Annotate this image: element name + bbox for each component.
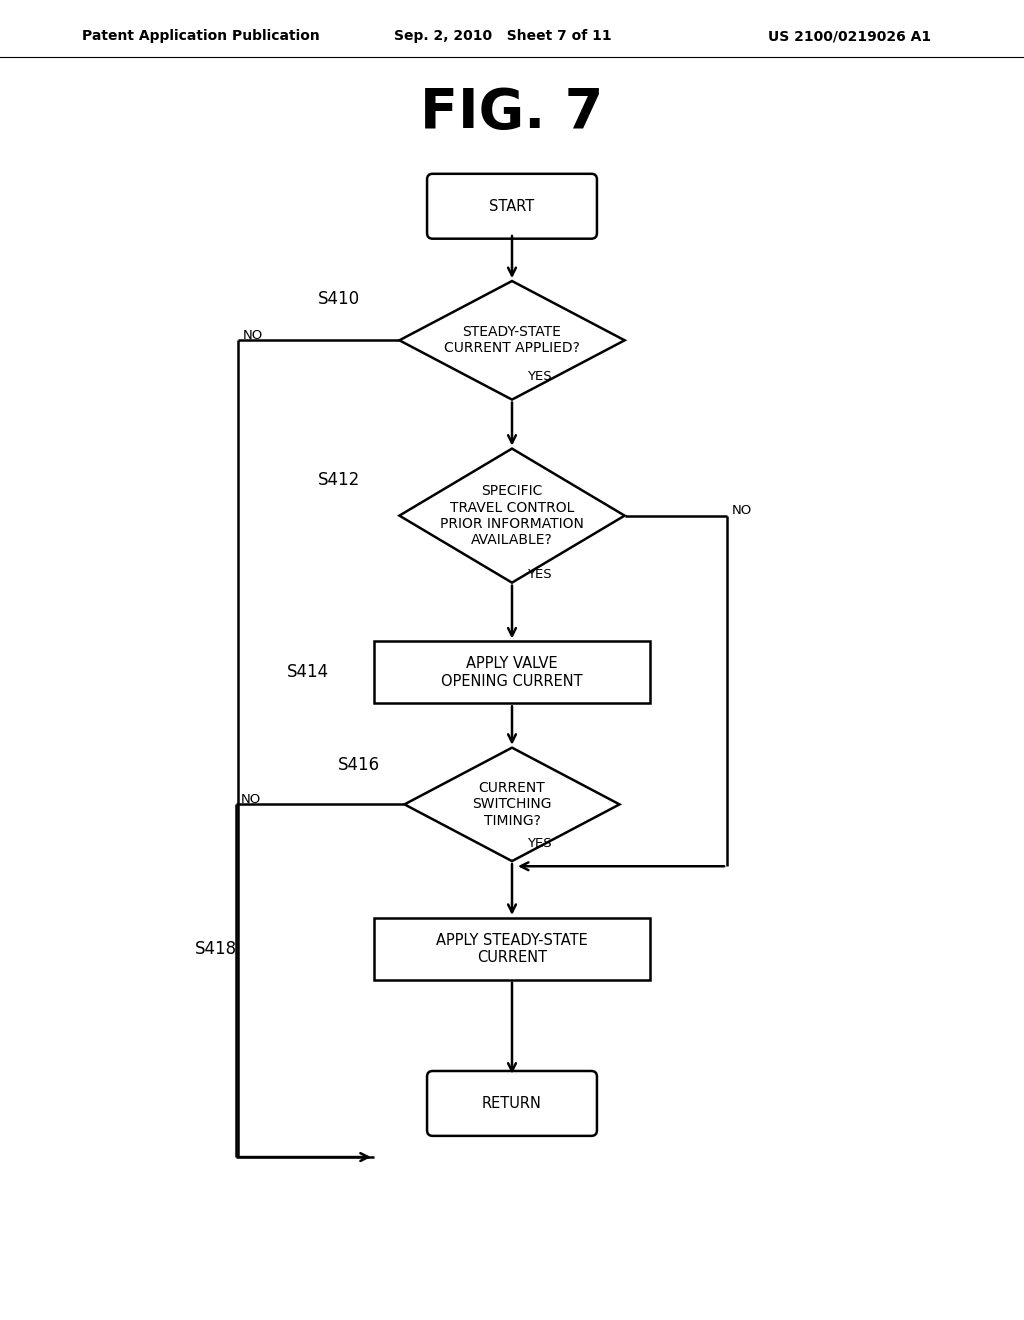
Text: SPECIFIC
TRAVEL CONTROL
PRIOR INFORMATION
AVAILABLE?: SPECIFIC TRAVEL CONTROL PRIOR INFORMATIO… (440, 484, 584, 546)
Bar (374, 917, 650, 979)
Text: APPLY STEADY-STATE
CURRENT: APPLY STEADY-STATE CURRENT (436, 932, 588, 965)
Text: YES: YES (527, 568, 552, 581)
Polygon shape (399, 449, 625, 582)
Text: STEADY-STATE
CURRENT APPLIED?: STEADY-STATE CURRENT APPLIED? (444, 325, 580, 355)
Text: FIG. 7: FIG. 7 (421, 86, 603, 140)
Text: US 2100/0219026 A1: US 2100/0219026 A1 (768, 29, 931, 44)
Text: NO: NO (243, 329, 263, 342)
Text: YES: YES (527, 837, 552, 850)
Text: S416: S416 (338, 756, 380, 775)
Text: S410: S410 (317, 290, 359, 308)
FancyBboxPatch shape (427, 1071, 597, 1137)
Text: S414: S414 (287, 664, 329, 681)
Text: Patent Application Publication: Patent Application Publication (82, 29, 319, 44)
Polygon shape (404, 747, 620, 861)
FancyBboxPatch shape (427, 174, 597, 239)
Text: Sep. 2, 2010   Sheet 7 of 11: Sep. 2, 2010 Sheet 7 of 11 (394, 29, 612, 44)
Text: YES: YES (527, 370, 552, 383)
Text: RETURN: RETURN (482, 1096, 542, 1111)
Text: CURRENT
SWITCHING
TIMING?: CURRENT SWITCHING TIMING? (472, 781, 552, 828)
Text: START: START (489, 199, 535, 214)
Text: NO: NO (241, 793, 261, 805)
Text: S412: S412 (317, 470, 359, 488)
Polygon shape (399, 281, 625, 400)
Bar (374, 642, 650, 704)
Text: S418: S418 (195, 940, 237, 958)
Text: APPLY VALVE
OPENING CURRENT: APPLY VALVE OPENING CURRENT (441, 656, 583, 689)
Text: NO: NO (732, 504, 753, 517)
